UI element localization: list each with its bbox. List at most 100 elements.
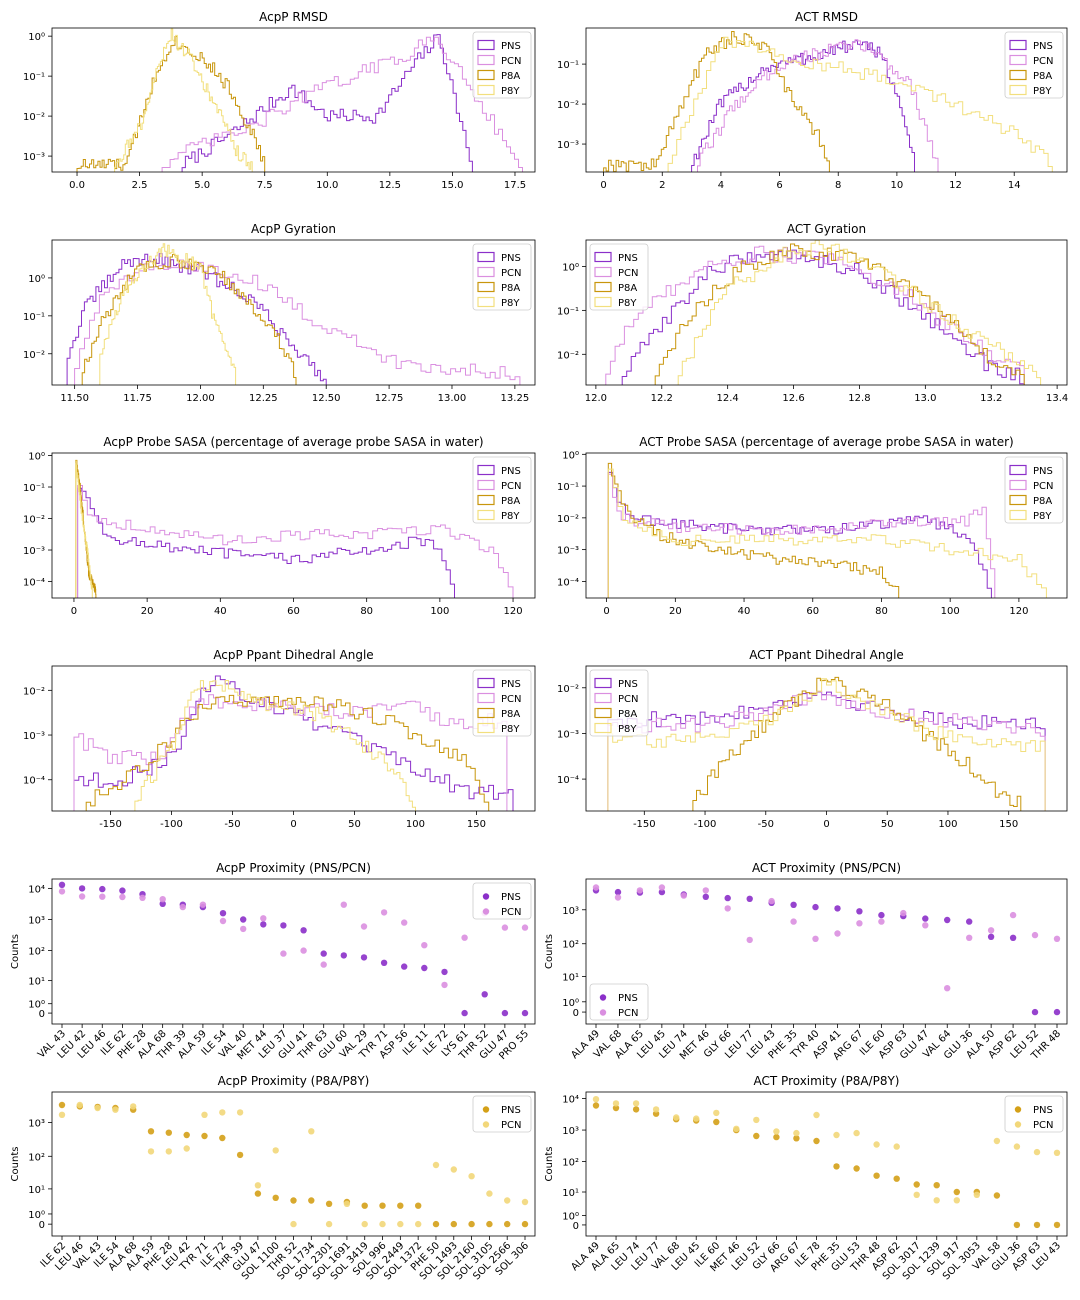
- x-tick-label: 60: [806, 606, 819, 617]
- panel-4: ACT Gyration 10⁻² 10⁻¹ 10⁰ 12.0 12.2 12.4 12.6 1…: [557, 222, 1068, 404]
- point-PCN: [320, 961, 327, 968]
- legend-swatch-P8A: [594, 707, 612, 719]
- legend-swatch-P8Y: [477, 296, 495, 308]
- point-PNS: [272, 1194, 279, 1202]
- legend: PNS PCN P8A P8Y: [472, 243, 532, 311]
- point-PCN: [853, 1129, 860, 1137]
- point-PCN: [614, 894, 622, 901]
- y-tick-label: 10³: [562, 906, 579, 917]
- x-tick-label: 12.5: [379, 180, 401, 191]
- point-PCN: [219, 917, 227, 925]
- point-PCN: [693, 1115, 700, 1122]
- point-PNS: [201, 1132, 208, 1140]
- y-tick-label: 10²: [562, 940, 579, 951]
- axes-frame: [51, 665, 536, 812]
- point-PCN: [280, 950, 287, 957]
- chart-title: ACT Proximity (PNS/PCN): [752, 861, 901, 875]
- legend-label-PCN: PCN: [1033, 1120, 1054, 1131]
- legend-marker-PCN: [599, 1009, 607, 1016]
- x-tick-label: 0.0: [69, 180, 85, 191]
- hist-PNS: [621, 247, 1025, 385]
- panel-8: ACT Ppant Dihedral Angle 10⁻⁴ 10⁻³ 10⁻² -150…: [557, 648, 1068, 830]
- point-PCN: [1013, 1143, 1021, 1150]
- y-tick-label: 10⁻³: [23, 546, 45, 557]
- point-PNS: [260, 921, 267, 928]
- x-tick-label: 12.00: [186, 393, 215, 404]
- point-PCN: [790, 918, 797, 925]
- x-tick-label: 2.5: [132, 180, 148, 191]
- point-PNS: [219, 910, 227, 917]
- hist-PCN: [74, 259, 521, 385]
- point-PCN: [636, 887, 644, 894]
- point-PNS: [521, 1009, 529, 1017]
- point-PNS: [340, 952, 347, 959]
- point-PNS: [993, 1192, 1001, 1199]
- point-PNS: [853, 1165, 860, 1172]
- point-PCN: [793, 1129, 800, 1137]
- y-tick-label: 10⁻²: [557, 100, 579, 111]
- hist-PNS: [181, 34, 473, 172]
- point-PNS: [878, 911, 885, 919]
- hist-P8Y: [99, 243, 237, 385]
- legend-label-PCN: PCN: [1033, 56, 1054, 67]
- x-tick-label: 2: [659, 180, 665, 191]
- point-PCN: [768, 897, 775, 905]
- y-axis-label: Counts: [544, 934, 555, 969]
- hist-PCN: [73, 694, 508, 811]
- legend-swatch-PCN: [477, 692, 495, 704]
- point-PCN: [1009, 911, 1017, 919]
- legend: PNS PCN: [472, 1095, 532, 1133]
- x-tick-label: 5.0: [194, 180, 210, 191]
- legend-swatch-PCN: [477, 54, 495, 66]
- point-PCN: [236, 1109, 244, 1116]
- legend-box: [472, 243, 532, 311]
- plot-area: [605, 240, 1042, 385]
- legend-label-PNS: PNS: [501, 466, 521, 477]
- point-PNS: [58, 881, 66, 888]
- panel-6: ACT Probe SASA (percentage of average pr…: [557, 435, 1068, 617]
- legend-marker-PCN: [1014, 1121, 1022, 1128]
- legend-label-PNS: PNS: [1033, 41, 1053, 52]
- plot-area: [592, 1096, 1061, 1229]
- point-PNS: [521, 1220, 529, 1228]
- point-PCN: [632, 1100, 640, 1107]
- point-PNS: [461, 1009, 468, 1017]
- point-PNS: [893, 1175, 900, 1182]
- plot-area: [592, 884, 1061, 1016]
- legend-swatch-P8Y: [1009, 84, 1027, 96]
- axes-frame: [51, 27, 536, 173]
- x-tick-label: 100: [406, 819, 425, 830]
- legend-box: [1004, 456, 1064, 524]
- y-tick-label: 10⁻³: [557, 729, 579, 740]
- legend: PNS PCN P8A P8Y: [472, 31, 532, 99]
- x-tick-label: 100: [941, 606, 960, 617]
- legend-label-PNS: PNS: [501, 253, 521, 264]
- legend-label-PNS: PNS: [501, 679, 521, 690]
- point-PNS: [240, 916, 247, 923]
- chart-title: AcpP Proximity (P8A/P8Y): [218, 1074, 370, 1088]
- chart-title: ACT Proximity (P8A/P8Y): [754, 1074, 900, 1088]
- x-tick-label: 40: [214, 606, 227, 617]
- x-tick-label: 12.2: [651, 393, 673, 404]
- x-tick-label: 40: [738, 606, 751, 617]
- legend-label-PNS: PNS: [618, 993, 638, 1004]
- x-tick-label: -150: [99, 819, 122, 830]
- point-PNS: [746, 895, 753, 902]
- point-PNS: [254, 1190, 262, 1197]
- point-PNS: [632, 1106, 640, 1113]
- point-PNS: [361, 1202, 368, 1209]
- plot-area: [607, 676, 1046, 811]
- point-PCN: [1053, 1149, 1061, 1157]
- y-tick-label: 10⁻¹: [557, 482, 579, 493]
- panel-3: AcpP Gyration 10⁻² 10⁻¹ 10⁰ 11.50 11.75 12.00 1…: [23, 222, 536, 404]
- hist-P8Y: [677, 240, 1042, 385]
- legend-swatch-P8Y: [594, 296, 612, 308]
- axes-frame: [51, 239, 536, 386]
- legend-label-PCN: PCN: [618, 268, 639, 279]
- point-PCN: [713, 1109, 720, 1117]
- point-PCN: [856, 920, 863, 927]
- point-PNS: [290, 1197, 297, 1204]
